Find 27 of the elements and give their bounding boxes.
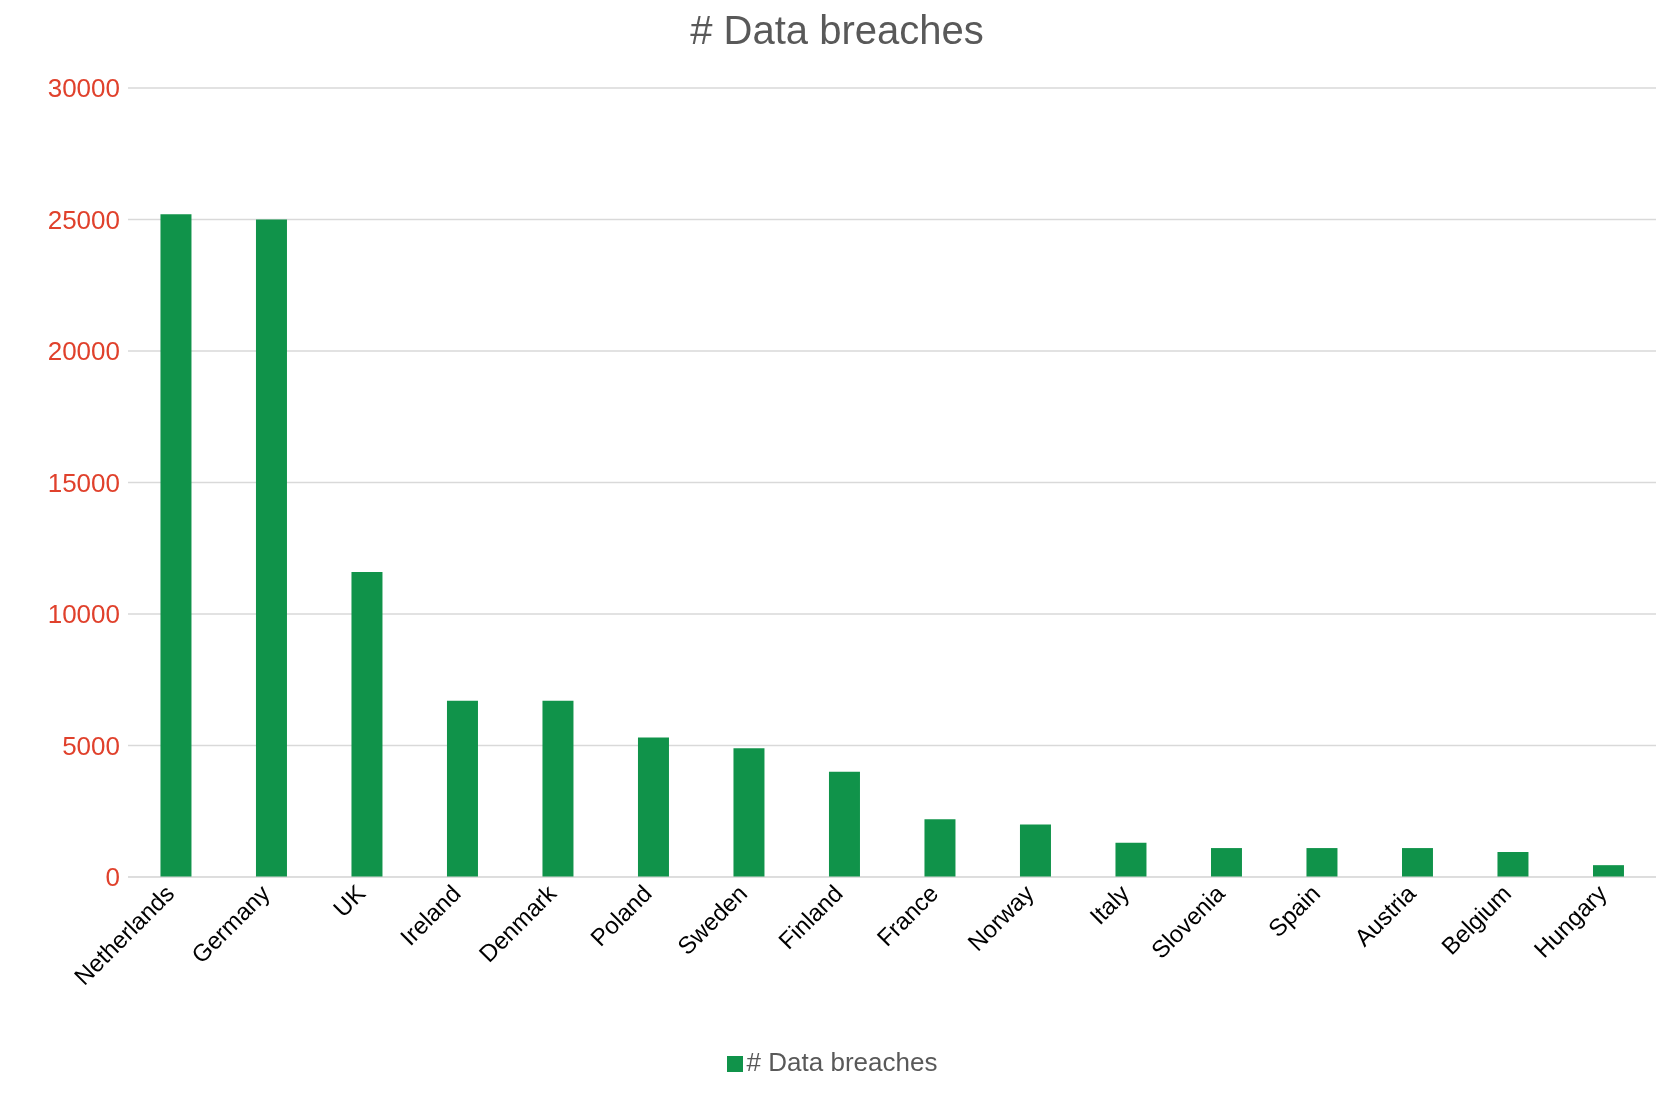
bar <box>1592 865 1624 877</box>
bar <box>1306 848 1338 877</box>
legend-label: # Data breaches <box>746 1047 938 1077</box>
y-tick-label: 25000 <box>47 204 120 235</box>
x-tick-label: Italy <box>1084 879 1135 930</box>
bar <box>733 748 765 877</box>
bar <box>351 571 383 877</box>
bar <box>637 737 669 877</box>
bar <box>924 819 956 877</box>
bar <box>255 219 287 877</box>
bar <box>1210 848 1242 877</box>
y-tick-label: 5000 <box>62 730 120 761</box>
bar <box>160 214 192 877</box>
y-tick-label: 10000 <box>47 599 120 630</box>
y-tick-label: 15000 <box>47 467 120 498</box>
y-tick-label: 30000 <box>47 73 120 104</box>
y-tick-label: 0 <box>105 862 120 893</box>
chart-title: # Data breaches <box>689 8 985 54</box>
bar <box>542 700 574 877</box>
bar <box>1497 852 1529 877</box>
y-tick-label: 20000 <box>47 336 120 367</box>
bar <box>1019 824 1051 877</box>
bar <box>828 771 860 877</box>
bar <box>446 700 478 877</box>
bar <box>1401 848 1433 877</box>
x-tick-label: UK <box>327 879 371 923</box>
bar <box>1115 842 1147 877</box>
